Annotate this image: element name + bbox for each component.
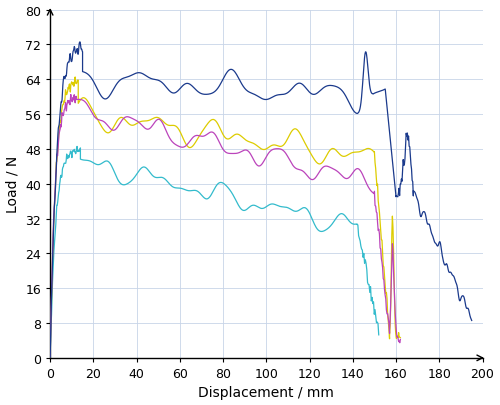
X-axis label: Displacement / mm: Displacement / mm	[198, 386, 334, 399]
Y-axis label: Load / N: Load / N	[6, 156, 20, 213]
